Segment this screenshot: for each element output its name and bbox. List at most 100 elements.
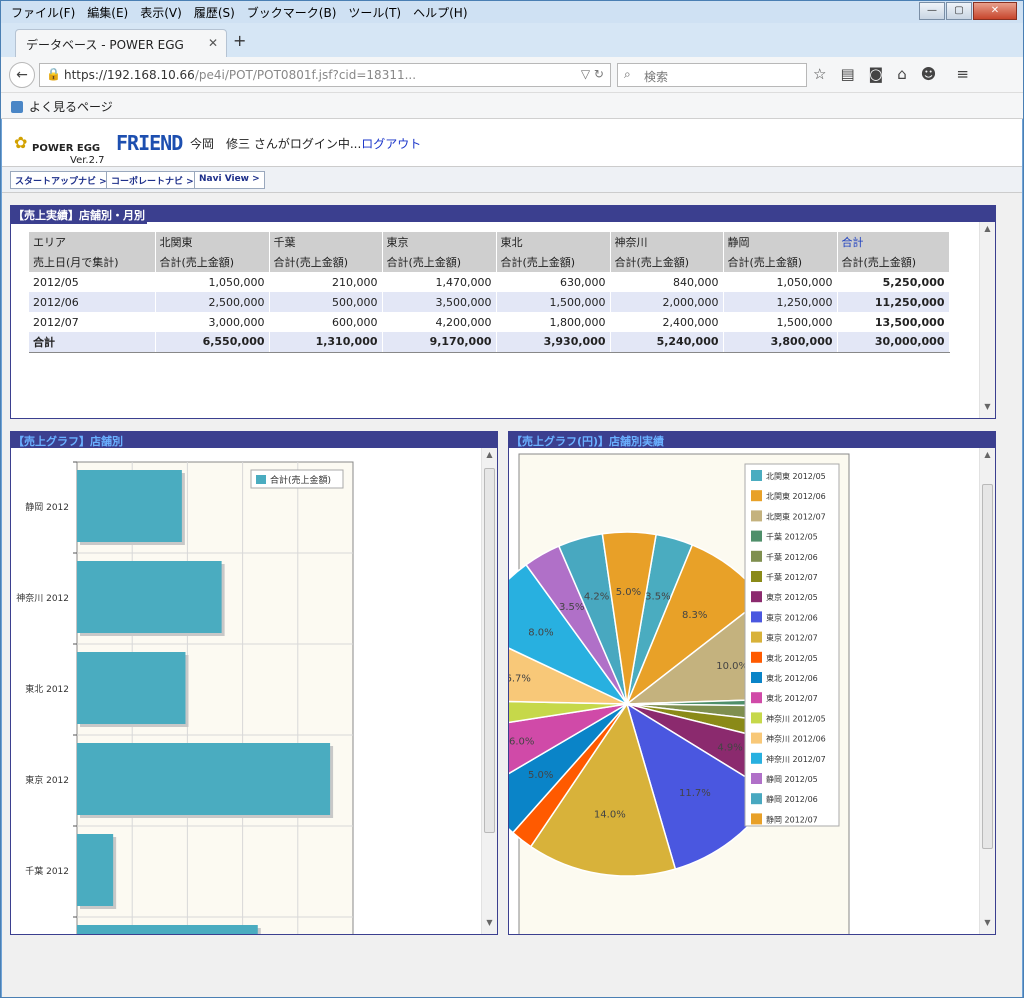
table-row: 2012/06 2,500,000 500,000 3,500,000 1,50… (29, 292, 950, 312)
bar (77, 925, 258, 934)
bar-chart-title[interactable]: 【売上グラフ】店舗別 (11, 432, 125, 450)
legend-label: 合計(売上金額) (270, 474, 331, 486)
menu-file[interactable]: ファイル(F) (11, 6, 76, 20)
pocket-icon[interactable]: ◙ (868, 65, 884, 83)
toolbar-icons: ☆ ▤ ◙ ⌂ ☻ ≡ (813, 65, 969, 83)
header-cell: 静岡 (723, 232, 838, 252)
app-page: ✿ POWER EGG Ver.2.7 FRIEND 今岡 修三 さんがログイン… (2, 119, 1022, 997)
legend-swatch (751, 550, 762, 562)
table-cell: 30,000,000 (837, 332, 950, 353)
header-cell: 合計(売上金額) (723, 252, 838, 272)
table-cell: 3,500,000 (382, 292, 497, 312)
sales-table: エリア 北関東 千葉 東京 東北 神奈川 静岡 合計 売上日(月で集計) 合計(… (29, 232, 950, 353)
scroll-up-icon[interactable]: ▲ (984, 450, 991, 459)
pie-chart-scrollbar[interactable]: ▲ ▼ (979, 448, 995, 934)
legend-swatch (751, 591, 762, 603)
logo-power-egg: POWER EGG (32, 143, 101, 154)
reload-icon[interactable]: ▽ ↻ (580, 67, 604, 81)
table-scrollbar[interactable]: ▲ ▼ (979, 222, 995, 418)
search-input[interactable]: ⌕ 検索 (617, 63, 807, 87)
menu-edit[interactable]: 編集(E) (87, 6, 129, 20)
legend-label: 神奈川 2012/05 (766, 713, 826, 723)
scroll-down-icon[interactable]: ▼ (984, 918, 991, 927)
table-row: 2012/05 1,050,000 210,000 1,470,000 630,… (29, 272, 950, 292)
table-cell: 6,550,000 (155, 332, 270, 353)
menu-view[interactable]: 表示(V) (140, 6, 182, 20)
browser-tab[interactable]: データベース - POWER EGG ✕ (15, 29, 227, 57)
bar-legend: 合計(売上金額) (250, 469, 344, 489)
logout-link[interactable]: ログアウト (361, 137, 422, 151)
url-bar[interactable]: 🔒 https://192.168.10.66/pe4i/POT/POT0801… (39, 63, 611, 87)
legend-swatch (751, 732, 762, 744)
table-cell: 1,050,000 (723, 272, 838, 292)
legend-swatch (751, 530, 762, 542)
startup-navi-button[interactable]: スタートアップナビ > (10, 171, 112, 189)
minimize-button[interactable]: — (919, 2, 945, 20)
table-cell: 3,000,000 (155, 312, 270, 332)
scroll-up-icon[interactable]: ▲ (984, 224, 991, 233)
home-icon[interactable]: ⌂ (897, 65, 907, 83)
legend-swatch (751, 793, 762, 805)
corporate-navi-button[interactable]: コーポレートナビ > (106, 171, 199, 189)
table-cell: 1,470,000 (382, 272, 497, 292)
category-label: 静岡 2012 (25, 501, 69, 513)
table-cell: 3,800,000 (723, 332, 838, 353)
scroll-up-icon[interactable]: ▲ (486, 450, 493, 459)
maximize-button[interactable]: ▢ (946, 2, 972, 20)
table-header-row: エリア 北関東 千葉 東京 東北 神奈川 静岡 合計 (29, 232, 950, 252)
close-tab-icon[interactable]: ✕ (207, 36, 218, 50)
tab-title: データベース - POWER EGG (26, 38, 184, 52)
table-cell: 1,310,000 (269, 332, 383, 353)
pie-chart-title[interactable]: 【売上グラフ(円)】店舗別実績 (509, 432, 667, 450)
slice-label: 6.7% (509, 673, 531, 684)
table-cell: 2012/07 (29, 312, 156, 332)
header-cell: 東京 (382, 232, 497, 252)
legend-label: 北関東 2012/07 (766, 511, 826, 521)
header-cell: 合計(売上金額) (155, 252, 270, 272)
hamburger-menu-icon[interactable]: ≡ (956, 65, 969, 83)
pie-legend: 北関東 2012/05 北関東 2012/06 北関東 2012/07 千葉 2012… (744, 463, 840, 827)
legend-label: 北関東 2012/05 (766, 471, 826, 481)
panel-title-bar: 【売上グラフ(円)】店舗別実績 (509, 432, 995, 450)
navi-view-button[interactable]: Navi View > (194, 171, 265, 189)
table-cell: 600,000 (269, 312, 383, 332)
legend-swatch (751, 692, 762, 704)
new-tab-icon[interactable]: + (233, 31, 247, 50)
table-cell: 3,930,000 (496, 332, 611, 353)
menu-bookmarks[interactable]: ブックマーク(B) (246, 6, 337, 20)
scroll-thumb[interactable] (982, 484, 993, 849)
url-host: https://192.168.10.66 (64, 68, 195, 82)
bar (77, 470, 182, 542)
pie-chart-area: 3.5% 8.3% 10.0% 4.9% 11.7% 14.0% 5.0% 6.0% 6.7% 8… (509, 448, 979, 934)
category-label: 東北 2012 (25, 683, 69, 695)
logo-version: Ver.2.7 (70, 155, 105, 166)
close-window-button[interactable]: ✕ (973, 2, 1017, 20)
legend-swatch (751, 752, 762, 764)
legend-label: 静岡 2012/07 (766, 814, 818, 824)
menu-history[interactable]: 履歴(S) (193, 6, 235, 20)
star-icon[interactable]: ☆ (813, 65, 827, 83)
legend-swatch (751, 571, 762, 582)
table-cell: 2,500,000 (155, 292, 270, 312)
scroll-down-icon[interactable]: ▼ (984, 402, 991, 411)
portal-content: 【売上実績】店舗別・月別 エリア 北関東 千葉 東京 東北 神奈川 静岡 合計 … (2, 193, 1022, 997)
menu-help[interactable]: ヘルプ(H) (413, 6, 468, 20)
table-cell: 630,000 (496, 272, 611, 292)
slice-label: 8.0% (528, 628, 553, 639)
logo-friend: FRIEND (116, 131, 183, 155)
hello-icon[interactable]: ☻ (920, 65, 937, 83)
bar-chart-scrollbar[interactable]: ▲ ▼ (481, 448, 497, 934)
table-cell: 1,050,000 (155, 272, 270, 292)
legend-label: 東北 2012/06 (766, 673, 818, 683)
bookmark-most-visited[interactable]: よく見るページ (29, 100, 113, 114)
header-cell: 合計(売上金額) (837, 252, 950, 272)
scroll-down-icon[interactable]: ▼ (486, 918, 493, 927)
legend-swatch (751, 712, 762, 724)
tab-strip: データベース - POWER EGG ✕ + (1, 23, 1023, 57)
sales-table-panel: 【売上実績】店舗別・月別 エリア 北関東 千葉 東京 東北 神奈川 静岡 合計 … (10, 205, 996, 419)
app-header: ✿ POWER EGG Ver.2.7 FRIEND 今岡 修三 さんがログイン… (2, 119, 1022, 167)
reading-list-icon[interactable]: ▤ (840, 65, 855, 83)
scroll-thumb[interactable] (484, 468, 495, 833)
menu-tools[interactable]: ツール(T) (348, 6, 402, 20)
back-button[interactable]: ← (9, 62, 35, 88)
